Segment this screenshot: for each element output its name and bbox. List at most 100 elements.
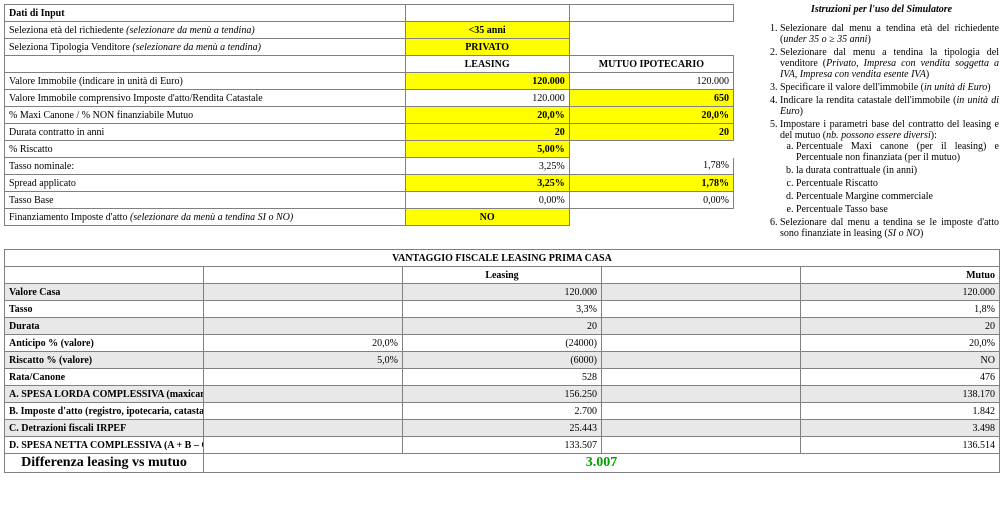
input-row-label: Valore Immobile (indicare in unità di Eu… xyxy=(5,73,406,90)
result-row-b: 120.000 xyxy=(801,284,1000,301)
input-row: Durata contratto in anni2020 xyxy=(5,124,734,141)
result-row-b: 3.498 xyxy=(801,420,1000,437)
result-row-a: 120.000 xyxy=(403,284,602,301)
result-row-sub xyxy=(204,284,403,301)
input-row-label: Tasso Base xyxy=(5,192,406,209)
result-row: Rata/Canone528476 xyxy=(5,369,1000,386)
result-row-sub: 5,0% xyxy=(204,352,403,369)
input-cell-a[interactable]: 20,0% xyxy=(405,107,569,124)
instructions-sublist: Percentuale Maxi canone (per il leasing)… xyxy=(796,141,999,215)
result-row-a: (24000) xyxy=(403,335,602,352)
result-row-sub xyxy=(204,369,403,386)
result-row-a: 2.700 xyxy=(403,403,602,420)
input-table: Dati di Input Seleziona età del richiede… xyxy=(4,4,734,226)
result-row-label: Durata xyxy=(5,318,204,335)
instructions-subitem: Percentuale Riscatto xyxy=(796,178,999,189)
result-row-b: NO xyxy=(801,352,1000,369)
result-row-sub xyxy=(204,437,403,454)
input-cell-b: 120.000 xyxy=(569,73,733,90)
input-cell-a[interactable]: <35 anni xyxy=(405,22,569,39)
result-row-label: Anticipo % (valore) xyxy=(5,335,204,352)
result-row: Riscatto % (valore)5,0%(6000)NO xyxy=(5,352,1000,369)
input-cell-a: 0,00% xyxy=(405,192,569,209)
result-row: B. Imposte d'atto (registro, ipotecaria,… xyxy=(5,403,1000,420)
result-diff-label: Differenza leasing vs mutuo xyxy=(5,454,204,473)
input-header: Dati di Input xyxy=(5,5,406,22)
result-row: Valore Casa 120.000 120.000 xyxy=(5,284,1000,301)
result-row-b: 20,0% xyxy=(801,335,1000,352)
input-cell-b[interactable]: 1,78% xyxy=(569,175,733,192)
instructions-list: Selezionare dal menu a tendina età del r… xyxy=(780,23,999,239)
input-row: % Riscatto5,00% xyxy=(5,141,734,158)
result-row-b: 136.514 xyxy=(801,437,1000,454)
input-cell-b[interactable]: 650 xyxy=(569,90,733,107)
result-title: VANTAGGIO FISCALE LEASING PRIMA CASA xyxy=(5,250,1000,267)
result-row-a: (6000) xyxy=(403,352,602,369)
result-row-label: C. Detrazioni fiscali IRPEF xyxy=(5,420,204,437)
result-title-row: VANTAGGIO FISCALE LEASING PRIMA CASA xyxy=(5,250,1000,267)
result-row-sub2 xyxy=(602,369,801,386)
result-row-sub2 xyxy=(602,318,801,335)
result-row: C. Detrazioni fiscali IRPEF 25.443 3.498 xyxy=(5,420,1000,437)
result-row-sub2 xyxy=(602,352,801,369)
input-cell-a: 120.000 xyxy=(405,90,569,107)
input-row-label: % Maxi Canone / % NON finanziabile Mutuo xyxy=(5,107,406,124)
input-cell-a[interactable]: 20 xyxy=(405,124,569,141)
input-cell-a[interactable]: PRIVATO xyxy=(405,39,569,56)
result-row-label: B. Imposte d'atto (registro, ipotecaria,… xyxy=(5,403,204,420)
result-row-sub2 xyxy=(602,301,801,318)
instructions-subitem: Percentuale Margine commerciale xyxy=(796,191,999,202)
instructions-item: Selezionare dal menu a tendina età del r… xyxy=(780,23,999,45)
input-cell-a[interactable]: 5,00% xyxy=(405,141,569,158)
result-row-sub2 xyxy=(602,420,801,437)
input-row-label: Valore Immobile comprensivo Imposte d'at… xyxy=(5,90,406,107)
result-row-label: D. SPESA NETTA COMPLESSIVA (A + B – C) xyxy=(5,437,204,454)
result-colhead-a: Leasing xyxy=(403,267,602,284)
result-row-label: Rata/Canone xyxy=(5,369,204,386)
input-cell-b: 0,00% xyxy=(569,192,733,209)
result-row-sub2 xyxy=(602,335,801,352)
result-row: Tasso3,3%1,8% xyxy=(5,301,1000,318)
result-row-label: Tasso xyxy=(5,301,204,318)
instructions-item: Indicare la rendita catastale dell'immob… xyxy=(780,95,999,117)
input-row: Spread applicato3,25%1,78% xyxy=(5,175,734,192)
result-row: Anticipo % (valore)20,0%(24000)20,0% xyxy=(5,335,1000,352)
result-row-b: 20 xyxy=(801,318,1000,335)
instructions-subitem: la durata contrattuale (in anni) xyxy=(796,165,999,176)
input-row: Tasso Base0,00%0,00% xyxy=(5,192,734,209)
result-colhead-blank xyxy=(5,267,204,284)
input-row-label: Seleziona Tipologia Venditore (seleziona… xyxy=(5,39,406,56)
input-cell-a: 3,25% xyxy=(405,158,569,175)
input-cell-a[interactable]: NO xyxy=(405,209,569,226)
input-row: Valore Immobile comprensivo Imposte d'at… xyxy=(5,90,734,107)
result-row-a: 156.250 xyxy=(403,386,602,403)
result-row: D. SPESA NETTA COMPLESSIVA (A + B – C) 13… xyxy=(5,437,1000,454)
instructions-item: Selezionare dal menu a tendina la tipolo… xyxy=(780,47,999,80)
input-cell-b[interactable]: 20 xyxy=(569,124,733,141)
input-cell-b xyxy=(569,141,733,158)
input-cell-b xyxy=(569,209,733,226)
input-cell-b xyxy=(569,22,733,39)
instructions-panel: Istruzioni per l'uso del Simulatore Sele… xyxy=(764,4,999,241)
result-table: VANTAGGIO FISCALE LEASING PRIMA CASA Lea… xyxy=(4,249,1000,473)
input-cell-b[interactable]: 20,0% xyxy=(569,107,733,124)
input-row-label: Tasso nominale: xyxy=(5,158,406,175)
result-row-b: 138.170 xyxy=(801,386,1000,403)
instructions-subitem: Percentuale Maxi canone (per il leasing)… xyxy=(796,141,999,163)
result-row-sub2 xyxy=(602,386,801,403)
result-row-sub xyxy=(204,403,403,420)
instructions-item: Specificare il valore dell'immobile (in … xyxy=(780,82,999,93)
result-row-b: 476 xyxy=(801,369,1000,386)
result-row-a: 133.507 xyxy=(403,437,602,454)
input-row-label: Durata contratto in anni xyxy=(5,124,406,141)
input-row-label: Spread applicato xyxy=(5,175,406,192)
result-row-label: Valore Casa xyxy=(5,284,204,301)
input-row: Seleziona Tipologia Venditore (seleziona… xyxy=(5,39,734,56)
result-colhead-row: Leasing Mutuo xyxy=(5,267,1000,284)
input-cell-a[interactable]: 120.000 xyxy=(405,73,569,90)
result-row-sub xyxy=(204,318,403,335)
result-row-a: 25.443 xyxy=(403,420,602,437)
input-row: Seleziona età del richiedente (seleziona… xyxy=(5,22,734,39)
input-cell-a[interactable]: 3,25% xyxy=(405,175,569,192)
result-row: A. SPESA LORDA COMPLESSIVA (maxicanone +… xyxy=(5,386,1000,403)
